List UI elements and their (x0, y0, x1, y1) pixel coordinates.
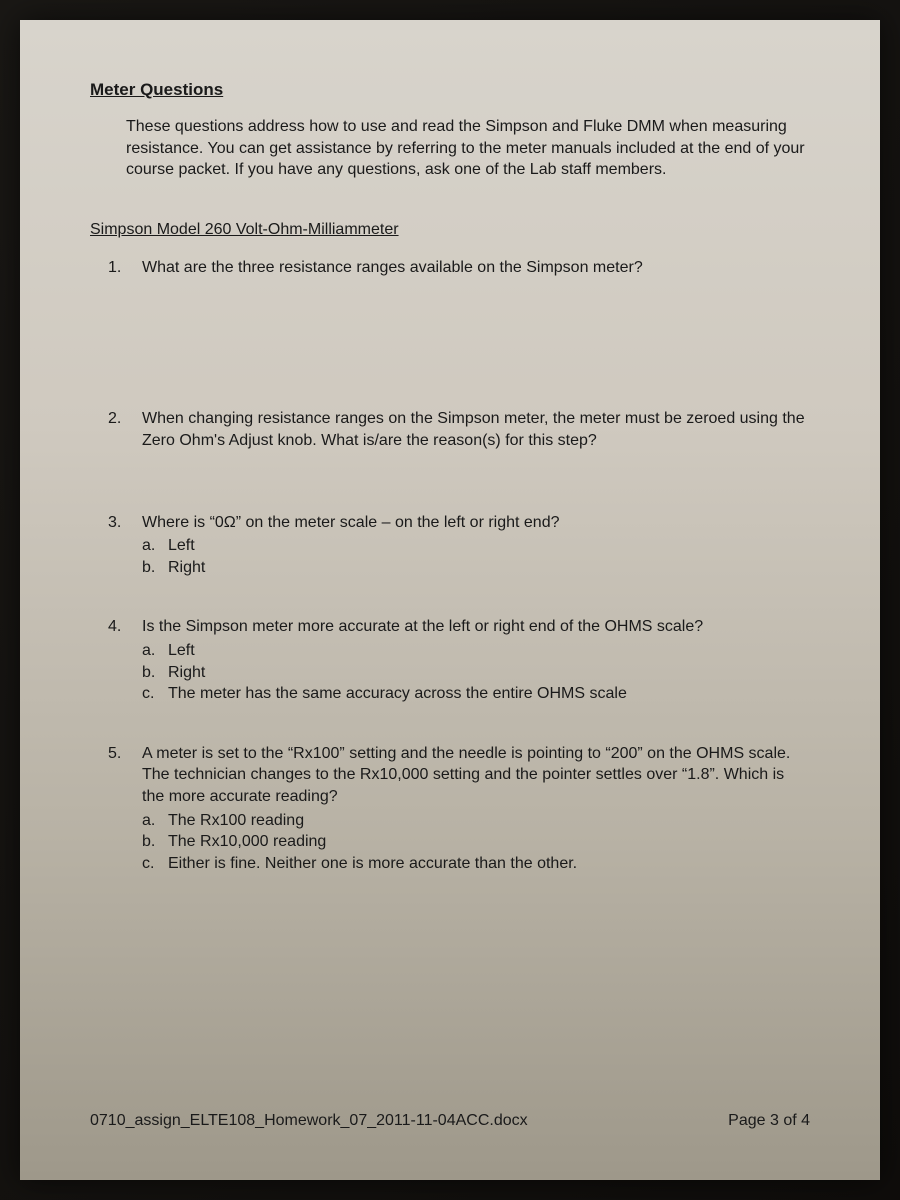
option-b: b. Right (142, 662, 810, 684)
footer-filename: 0710_assign_ELTE108_Homework_07_2011-11-… (90, 1112, 528, 1130)
question-body: A meter is set to the “Rx100” setting an… (142, 743, 810, 875)
option-text: Left (168, 535, 195, 557)
question-text: Where is “0Ω” on the meter scale – on th… (142, 512, 810, 534)
question-number: 3. (108, 512, 142, 579)
option-a: a. Left (142, 535, 810, 557)
question-number: 5. (108, 743, 142, 875)
question-text: A meter is set to the “Rx100” setting an… (142, 743, 810, 808)
question-1: 1. What are the three resistance ranges … (108, 257, 810, 279)
question-text: When changing resistance ranges on the S… (142, 408, 810, 451)
options-list: a. Left b. Right c. The meter has the sa… (142, 640, 810, 705)
option-text: Right (168, 557, 205, 579)
section-heading: Simpson Model 260 Volt-Ohm-Milliammeter (90, 221, 810, 239)
question-number: 4. (108, 616, 142, 704)
option-text: Either is fine. Neither one is more accu… (168, 853, 577, 875)
option-text: The meter has the same accuracy across t… (168, 683, 627, 705)
option-c: c. The meter has the same accuracy acros… (142, 683, 810, 705)
option-text: Right (168, 662, 205, 684)
question-number: 1. (108, 257, 142, 279)
question-number: 2. (108, 408, 142, 451)
question-2: 2. When changing resistance ranges on th… (108, 408, 810, 451)
intro-paragraph: These questions address how to use and r… (126, 116, 810, 181)
option-letter: a. (142, 535, 168, 557)
question-body: Where is “0Ω” on the meter scale – on th… (142, 512, 810, 579)
option-letter: b. (142, 831, 168, 853)
option-letter: a. (142, 640, 168, 662)
option-c: c. Either is fine. Neither one is more a… (142, 853, 810, 875)
options-list: a. The Rx100 reading b. The Rx10,000 rea… (142, 810, 810, 875)
option-letter: c. (142, 853, 168, 875)
option-text: The Rx100 reading (168, 810, 304, 832)
question-5: 5. A meter is set to the “Rx100” setting… (108, 743, 810, 875)
option-letter: c. (142, 683, 168, 705)
option-letter: b. (142, 662, 168, 684)
option-a: a. Left (142, 640, 810, 662)
page-footer: 0710_assign_ELTE108_Homework_07_2011-11-… (90, 1112, 810, 1130)
question-text: What are the three resistance ranges ava… (142, 257, 810, 279)
question-4: 4. Is the Simpson meter more accurate at… (108, 616, 810, 704)
option-b: b. The Rx10,000 reading (142, 831, 810, 853)
options-list: a. Left b. Right (142, 535, 810, 578)
option-text: Left (168, 640, 195, 662)
option-letter: b. (142, 557, 168, 579)
option-b: b. Right (142, 557, 810, 579)
question-text: Is the Simpson meter more accurate at th… (142, 616, 810, 638)
question-3: 3. Where is “0Ω” on the meter scale – on… (108, 512, 810, 579)
option-a: a. The Rx100 reading (142, 810, 810, 832)
document-page: Meter Questions These questions address … (20, 20, 880, 1180)
footer-page-number: Page 3 of 4 (728, 1112, 810, 1130)
question-body: Is the Simpson meter more accurate at th… (142, 616, 810, 704)
document-title: Meter Questions (90, 80, 810, 100)
option-text: The Rx10,000 reading (168, 831, 326, 853)
option-letter: a. (142, 810, 168, 832)
